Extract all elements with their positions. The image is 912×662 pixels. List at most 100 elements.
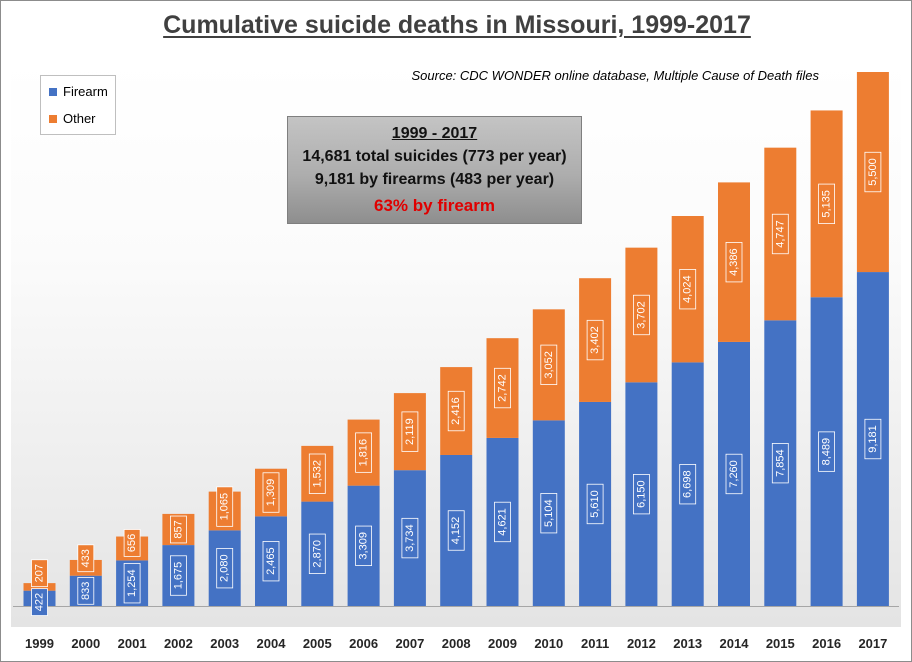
data-label-tag-other [633,294,650,336]
data-label-other: 1,816 [358,439,370,467]
x-tick-label: 1999 [25,636,54,651]
data-label-tag-firearm [123,563,141,604]
data-label-other: 857 [172,520,184,538]
data-label-firearm: 2,870 [311,540,323,568]
x-tick-label: 2004 [257,636,287,651]
data-label-other: 4,024 [682,275,694,303]
data-label-tag-firearm [540,493,558,534]
data-label-tag-other [679,269,697,310]
legend-swatch-firearm [49,87,57,96]
data-label-other: 656 [126,534,138,552]
data-label-firearm: 3,309 [358,532,370,560]
data-label-tag-other [123,529,141,557]
data-label-firearm: 5,610 [589,490,601,518]
data-label-firearm: 2,080 [219,554,231,582]
legend-item-firearm: Firearm [49,84,108,99]
data-label-other: 4,747 [774,220,786,248]
data-label-tag-firearm [725,453,743,495]
data-label-firearm: 4,152 [450,517,462,545]
data-label-other: 3,702 [635,301,647,329]
data-label-tag-other [401,411,419,452]
summary-heading: 1999 - 2017 [391,125,478,142]
data-label-tag-other [216,486,234,527]
data-label-other: 3,052 [543,351,555,379]
legend: Firearm Other [40,75,116,135]
data-label-tag-other [586,319,604,361]
x-tick-label: 2007 [395,636,424,651]
data-label-tag-other [494,367,511,409]
data-label-firearm: 5,104 [543,499,555,527]
x-tick-label: 2010 [534,636,563,651]
data-label-other: 3,402 [589,326,601,354]
data-label-tag-firearm [77,577,95,605]
summary-box: 1999 - 2017 14,681 total suicides (773 p… [287,116,582,224]
x-tick-label: 2002 [164,636,193,651]
data-label-tag-other [355,432,373,473]
data-label-firearm: 6,150 [635,480,647,508]
x-tick-label: 2015 [766,636,795,651]
data-label-other: 2,416 [450,397,462,425]
data-label-tag-other [31,559,48,588]
data-label-other: 4,386 [728,248,740,276]
x-tick-label: 2003 [210,636,239,651]
data-label-other: 1,532 [311,460,323,488]
data-label-tag-firearm [216,548,234,589]
data-label-tag-other [169,515,187,544]
chart-title: Cumulative suicide deaths in Missouri, 1… [163,11,751,39]
data-label-tag-other [771,213,789,255]
data-label-firearm: 422 [34,593,46,611]
data-label-firearm: 6,698 [682,470,694,498]
x-tick-label: 2014 [720,636,750,651]
data-label-tag-other [725,242,743,283]
data-label-tag-firearm [679,464,697,505]
legend-label-other: Other [63,111,96,126]
summary-highlight: 63% by firearm [374,196,495,215]
data-label-other: 433 [80,549,92,567]
data-label-firearm: 4,621 [497,508,509,536]
legend-label-firearm: Firearm [63,84,108,99]
data-label-tag-other [77,544,95,573]
x-tick-label: 2000 [71,636,100,651]
x-tick-label: 2008 [442,636,471,651]
x-tick-label: 2011 [581,636,609,651]
x-tick-label: 2005 [303,636,332,651]
data-label-tag-firearm [401,517,419,559]
data-label-firearm: 7,854 [774,449,786,477]
x-tick-label: 2012 [627,636,656,651]
data-label-tag-firearm [169,555,187,596]
data-label-tag-firearm [771,443,789,484]
data-label-tag-other [308,453,326,494]
data-label-other: 2,742 [497,374,509,402]
data-label-tag-firearm [494,501,511,543]
data-label-tag-firearm [355,525,373,566]
x-tick-label: 2016 [812,636,841,651]
data-label-firearm: 7,260 [728,460,740,488]
data-label-tag-firearm [818,431,835,472]
x-tick-label: 2001 [118,636,147,651]
data-label-tag-other [818,183,835,224]
data-label-tag-other [262,472,280,513]
x-tick-label: 2013 [673,636,702,651]
data-label-other: 1,309 [265,479,277,507]
data-label-firearm: 1,254 [126,569,138,597]
data-label-tag-firearm [262,541,280,582]
data-label-other: 5,500 [867,158,879,186]
data-label-tag-firearm [864,418,882,460]
data-label-other: 1,065 [219,493,231,521]
legend-swatch-other [49,114,57,123]
data-label-other: 207 [34,564,46,582]
data-label-firearm: 9,181 [867,425,879,453]
data-label-other: 5,135 [821,190,833,218]
x-tick-label: 2009 [488,636,517,651]
x-tick-label: 2017 [858,636,887,651]
data-label-other: 2,119 [404,418,416,445]
data-label-tag-firearm [31,588,48,616]
data-label-firearm: 833 [80,582,92,600]
legend-item-other: Other [49,111,96,126]
data-label-firearm: 1,675 [172,562,184,590]
data-label-tag-other [864,151,882,193]
data-label-firearm: 8,489 [821,438,833,466]
data-label-tag-other [540,344,558,385]
